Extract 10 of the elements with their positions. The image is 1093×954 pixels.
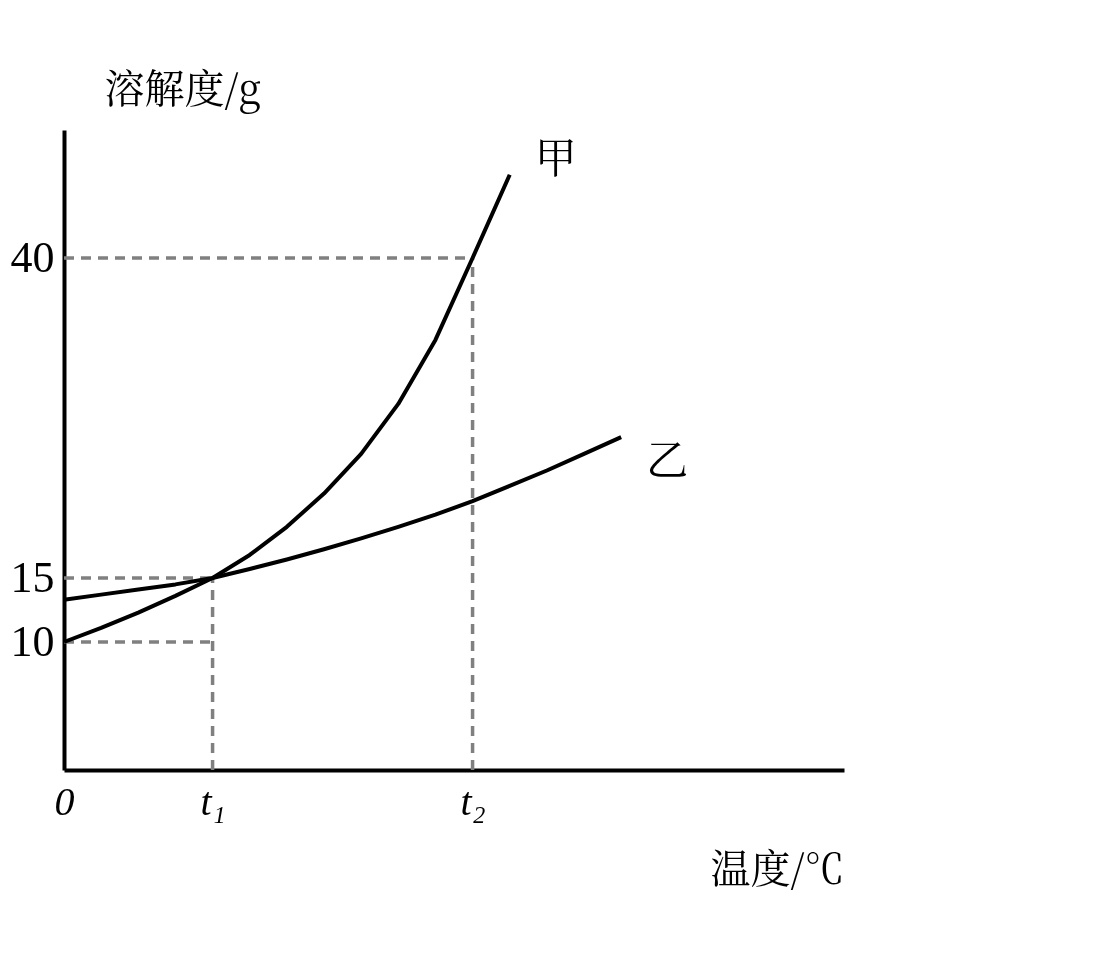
series-label: 甲 (534, 124, 577, 185)
x-tick-label: t₁ (200, 778, 226, 824)
y-tick-label: 15 (10, 552, 55, 602)
y-tick-label: 40 (10, 232, 55, 282)
y-tick-label: 10 (10, 616, 55, 666)
x-axis-title: 温度/℃ (710, 836, 845, 894)
x-tick-label: t₂ (460, 778, 486, 824)
y-axis-title: 溶解度/g (104, 56, 262, 114)
series-label: 乙 (646, 427, 689, 488)
x-tick-label: 0 (54, 778, 75, 824)
